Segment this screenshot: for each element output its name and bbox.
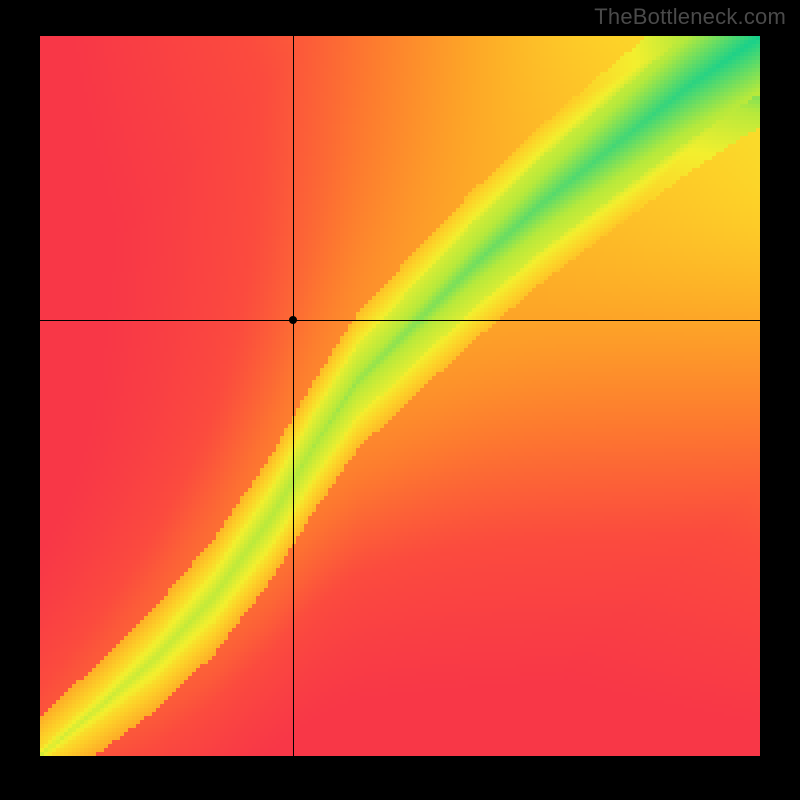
chart-outer-frame: TheBottleneck.com [0,0,800,800]
watermark-text: TheBottleneck.com [594,4,786,30]
plot-area [40,36,760,756]
crosshair-horizontal [40,320,760,321]
crosshair-marker-dot [289,316,297,324]
crosshair-vertical [293,36,294,756]
heatmap-canvas [40,36,760,756]
